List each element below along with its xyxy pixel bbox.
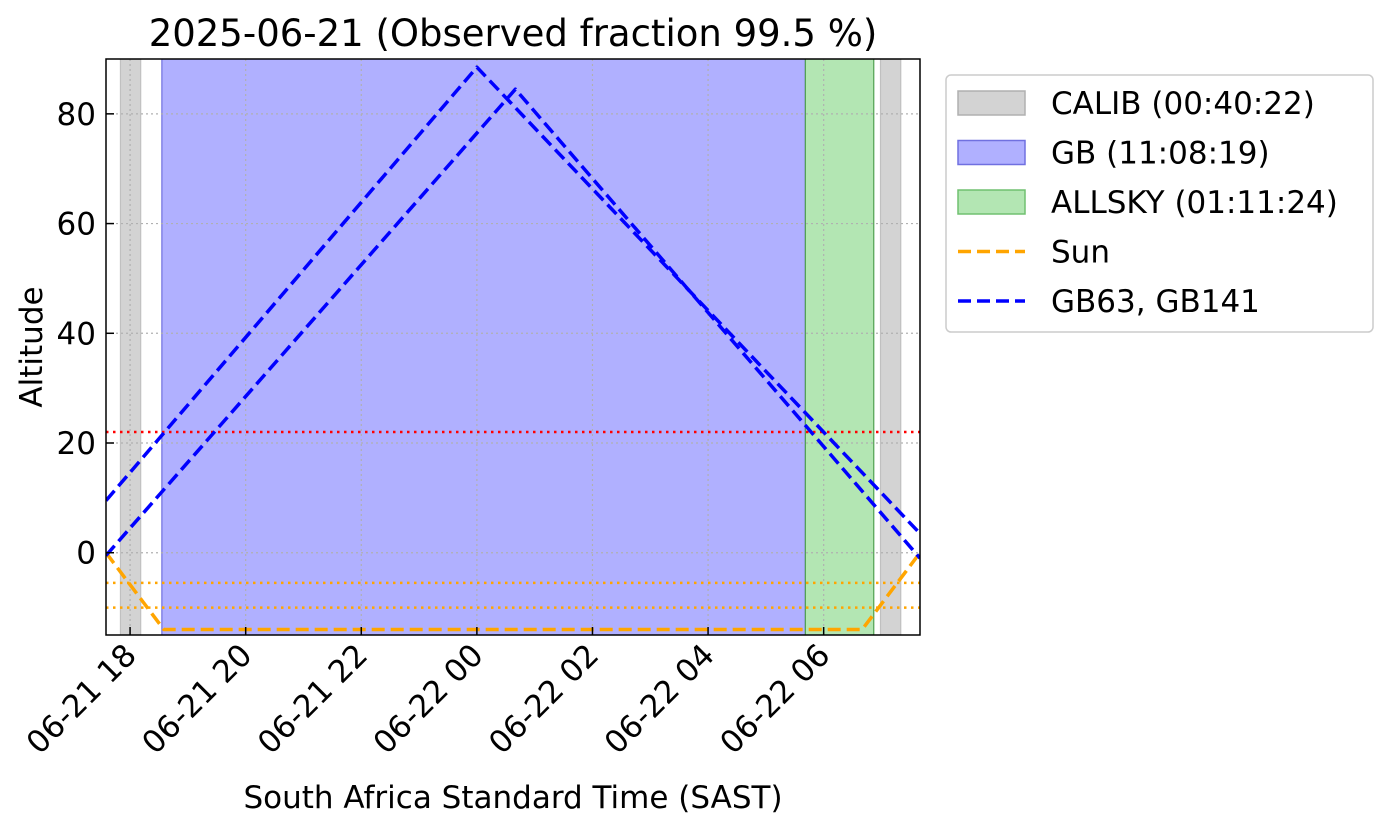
legend: CALIB (00:40:22) GB (11:08:19) ALLSKY (01:…: [945, 74, 1374, 333]
x-tick-label: 06-21 22: [251, 637, 375, 761]
legend-label: Sun: [1051, 235, 1110, 271]
span-calib: [120, 59, 141, 635]
span-gb: [161, 59, 806, 635]
plot-frame: [105, 58, 921, 636]
x-axis-label: South Africa Standard Time (SAST): [243, 780, 782, 816]
y-tick-label: 20: [57, 426, 96, 462]
y-tick-label: 80: [57, 97, 96, 133]
legend-label: GB (11:08:19): [1051, 136, 1270, 172]
y-tick-label: 0: [76, 536, 96, 572]
x-tick-label: 06-21 18: [20, 637, 144, 761]
legend-label: CALIB (00:40:22): [1051, 86, 1315, 122]
x-tick-label: 06-22 02: [482, 637, 606, 761]
legend-swatch: [957, 189, 1026, 215]
series-line-gb63: [106, 65, 920, 535]
series-line-sun: [106, 551, 920, 632]
chart-title: 2025-06-21 (Observed fraction 99.5 %): [149, 12, 878, 55]
x-tick-label: 06-21 20: [135, 637, 259, 761]
x-tick-label: 06-22 00: [367, 637, 491, 761]
legend-label: ALLSKY (01:11:24): [1051, 185, 1338, 221]
plot-area: [106, 59, 920, 635]
plot-clip-group: [106, 59, 920, 635]
span-calib: [880, 59, 901, 635]
y-axis-label: Altitude: [14, 286, 50, 407]
span-allsky: [805, 59, 874, 635]
series-line-gb63: [106, 87, 920, 560]
x-tick-label: 06-22 06: [713, 637, 837, 761]
y-tick-label: 60: [57, 207, 96, 243]
legend-label: GB63, GB141: [1051, 284, 1260, 320]
x-tick-label: 06-22 04: [598, 637, 722, 761]
y-tick-label: 40: [57, 316, 96, 352]
legend-swatch: [957, 139, 1026, 166]
legend-swatch: [957, 90, 1026, 116]
legend-box: [945, 74, 1374, 333]
